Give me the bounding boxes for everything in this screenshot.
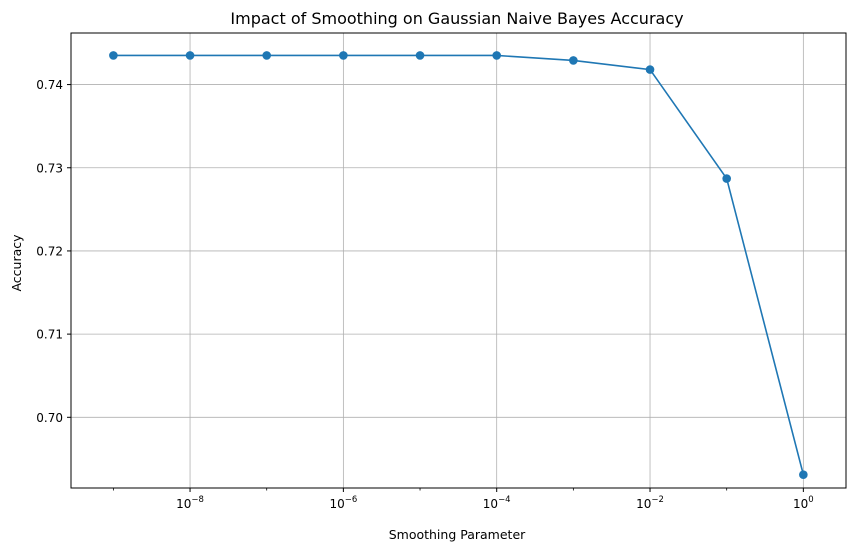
x-tick-label: 100 bbox=[793, 495, 814, 511]
y-tick-label: 0.73 bbox=[36, 161, 63, 175]
series-layer bbox=[109, 51, 808, 479]
data-point bbox=[492, 51, 501, 60]
y-tick-label: 0.72 bbox=[36, 244, 63, 258]
y-tick-label: 0.70 bbox=[36, 411, 63, 425]
data-point bbox=[569, 56, 578, 65]
plot-frame bbox=[70, 32, 847, 489]
y-tick-label: 0.71 bbox=[36, 328, 63, 342]
data-point bbox=[799, 470, 808, 479]
data-point bbox=[262, 51, 272, 60]
grid bbox=[71, 33, 846, 488]
x-tick-label: 10−2 bbox=[636, 495, 664, 511]
data-point bbox=[645, 65, 655, 74]
data-point bbox=[109, 51, 118, 60]
data-point bbox=[185, 51, 195, 60]
ticks: 0.70 0.71 0.72 0.73 0.74 10−8 10−6 10−4 10−2 100 bbox=[36, 78, 813, 511]
data-point bbox=[339, 51, 348, 60]
y-tick-label: 0.74 bbox=[36, 78, 63, 92]
data-point bbox=[415, 51, 425, 60]
chart-title: Impact of Smoothing on Gaussian Naive Ba… bbox=[230, 9, 683, 28]
x-tick-label: 10−4 bbox=[483, 495, 511, 511]
y-axis-label: Accuracy bbox=[9, 234, 24, 292]
data-point bbox=[722, 174, 731, 183]
x-tick-label: 10−6 bbox=[329, 495, 357, 511]
x-axis-label: Smoothing Parameter bbox=[389, 527, 526, 542]
series-line bbox=[113, 54, 805, 475]
x-tick-label: 10−8 bbox=[176, 495, 204, 511]
